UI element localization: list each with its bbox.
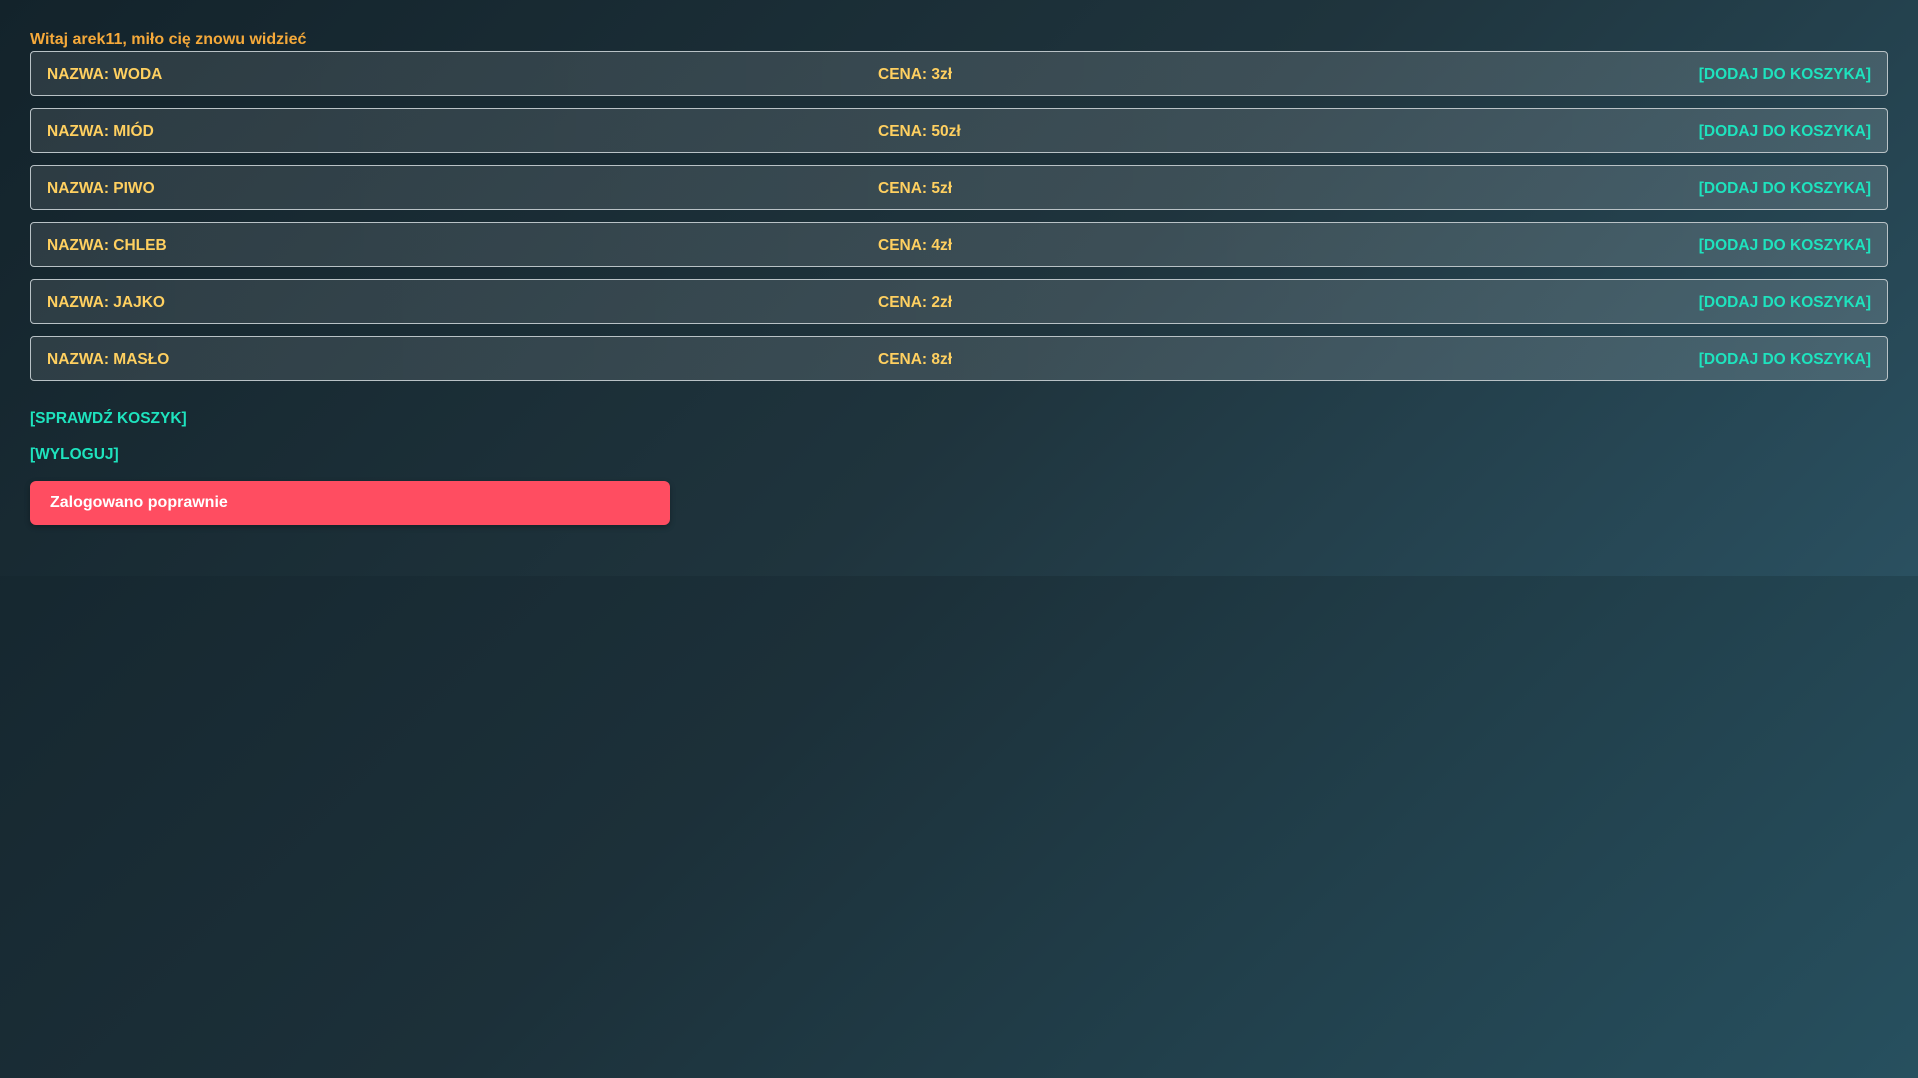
alert-message: Zalogowano poprawnie — [50, 494, 228, 511]
login-success-alert: Zalogowano poprawnie — [30, 481, 670, 525]
product-row: NAZWA: MASŁO CENA: 8zł [DODAJ DO KOSZYKA… — [30, 336, 1888, 381]
add-to-cart-link[interactable]: [DODAJ DO KOSZYKA] — [1698, 66, 1871, 83]
product-name: NAZWA: JAJKO — [47, 294, 165, 311]
greeting-text: Witaj arek11, miło cię znowu widzieć — [30, 31, 307, 48]
product-price: CENA: 5zł — [878, 180, 953, 197]
add-to-cart-link[interactable]: [DODAJ DO KOSZYKA] — [1698, 123, 1871, 140]
product-row: NAZWA: MIÓD CENA: 50zł [DODAJ DO KOSZYKA… — [30, 108, 1888, 153]
add-to-cart-link[interactable]: [DODAJ DO KOSZYKA] — [1698, 351, 1871, 368]
product-name: NAZWA: MASŁO — [47, 351, 170, 368]
product-name: NAZWA: CHLEB — [47, 237, 167, 254]
main-panel: Witaj arek11, miło cię znowu widzieć NAZ… — [0, 0, 1918, 576]
product-price: CENA: 50zł — [878, 123, 961, 140]
product-price: CENA: 2zł — [878, 294, 953, 311]
check-cart-link[interactable]: [SPRAWDŹ KOSZYK] — [30, 410, 187, 427]
product-price: CENA: 3zł — [878, 66, 953, 83]
product-row: NAZWA: JAJKO CENA: 2zł [DODAJ DO KOSZYKA… — [30, 279, 1888, 324]
product-price: CENA: 8zł — [878, 351, 953, 368]
product-name: NAZWA: MIÓD — [47, 123, 154, 140]
product-name: NAZWA: PIWO — [47, 180, 155, 197]
add-to-cart-link[interactable]: [DODAJ DO KOSZYKA] — [1698, 237, 1871, 254]
add-to-cart-link[interactable]: [DODAJ DO KOSZYKA] — [1698, 294, 1871, 311]
add-to-cart-link[interactable]: [DODAJ DO KOSZYKA] — [1698, 180, 1871, 197]
product-row: NAZWA: WODA CENA: 3zł [DODAJ DO KOSZYKA] — [30, 51, 1888, 96]
logout-link[interactable]: [WYLOGUJ] — [30, 446, 119, 463]
product-row: NAZWA: PIWO CENA: 5zł [DODAJ DO KOSZYKA] — [30, 165, 1888, 210]
product-row: NAZWA: CHLEB CENA: 4zł [DODAJ DO KOSZYKA… — [30, 222, 1888, 267]
product-name: NAZWA: WODA — [47, 66, 163, 83]
product-price: CENA: 4zł — [878, 237, 953, 254]
